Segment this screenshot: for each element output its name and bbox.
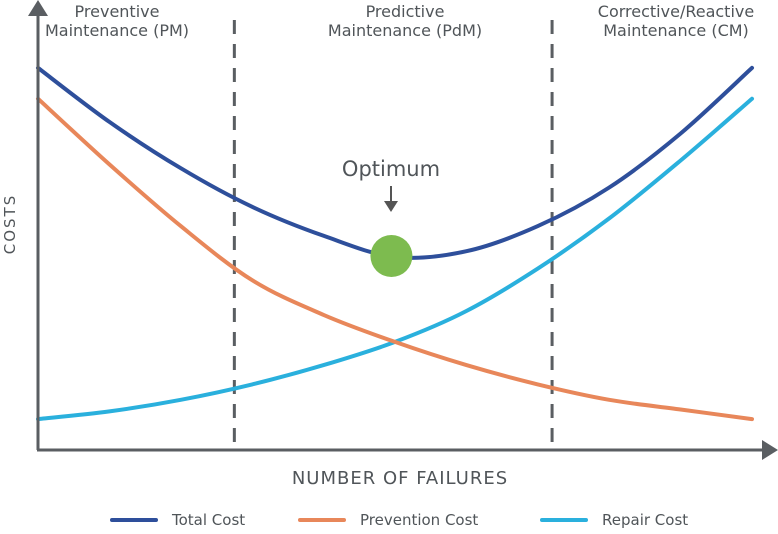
legend-swatch (540, 518, 588, 522)
legend-label: Repair Cost (602, 511, 689, 529)
legend-label: Total Cost (172, 511, 246, 529)
region-label-line: Predictive (365, 2, 445, 21)
x-axis-label: NUMBER OF FAILURES (291, 468, 509, 489)
region-label-preventive: Preventive Maintenance (PM) (32, 2, 202, 40)
legend-item-total-cost: Total Cost (110, 511, 245, 529)
series-line-repair-cost (36, 96, 754, 422)
legend-label: Prevention Cost (360, 511, 479, 529)
region-label-predictive: Predictive Maintenance (PdM) (300, 2, 510, 40)
optimum-layer (370, 186, 413, 277)
optimum-point (370, 235, 413, 277)
region-label-line: Maintenance (PM) (44, 21, 190, 40)
region-label-line: Corrective/Reactive (597, 2, 755, 21)
region-label-line: Maintenance (CM) (603, 21, 749, 40)
series-line-prevention-cost (36, 96, 754, 422)
x-axis-arrow (762, 440, 778, 460)
axes (28, 0, 778, 460)
optimum-arrow-head (384, 201, 398, 212)
legend-item-prevention-cost: Prevention Cost (298, 511, 478, 529)
region-boundaries (232, 20, 554, 448)
region-label-line: Maintenance (PdM) (327, 21, 483, 40)
legend: Total Cost Prevention Cost Repair Cost (0, 511, 778, 531)
legend-item-repair-cost: Repair Cost (540, 511, 688, 529)
legend-swatch (298, 518, 346, 522)
region-label-line: Preventive (74, 2, 160, 21)
legend-swatch (110, 518, 158, 522)
y-axis-arrow (28, 0, 48, 16)
region-label-corrective: Corrective/Reactive Maintenance (CM) (574, 2, 778, 40)
y-axis-label: COSTS (1, 193, 19, 255)
optimum-label: Optimum (341, 157, 441, 181)
